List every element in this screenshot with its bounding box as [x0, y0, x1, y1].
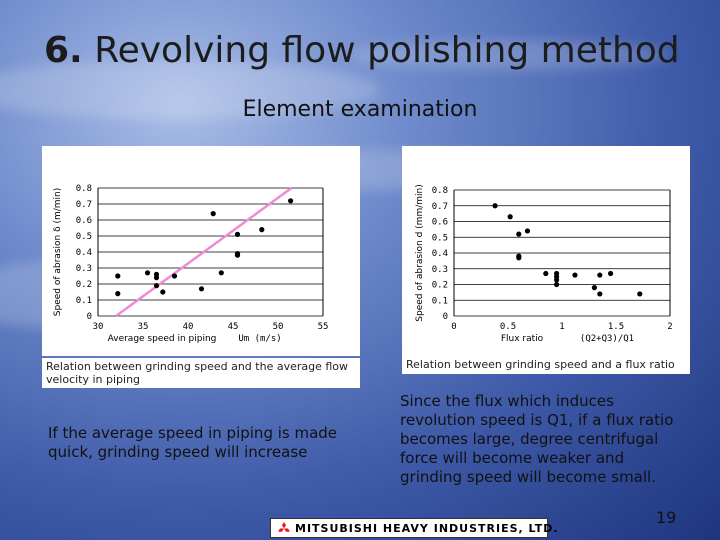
- data-point: [516, 255, 522, 261]
- x-axis-unit-label: Um (m/s): [238, 334, 281, 344]
- y-tick-label: 0.2: [432, 281, 448, 291]
- x-axis-label: Flux ratio: [501, 334, 544, 344]
- trend-line: [115, 186, 293, 318]
- y-tick-label: 0.8: [76, 184, 92, 194]
- x-tick-label: 1.5: [608, 322, 624, 332]
- data-point: [115, 291, 121, 297]
- x-tick-label: 35: [138, 322, 149, 332]
- x-tick-label: 55: [318, 322, 329, 332]
- data-point: [554, 281, 560, 288]
- data-point: [524, 228, 531, 234]
- velocity-scatter-chart: 0 0.1 0.2 0.3 0.4 0.5 0.6 0.7 0.8 30 35 40 45 50 55 Spe…: [53, 184, 329, 344]
- y-tick-label: 0.4: [76, 248, 92, 258]
- y-tick-label: 0: [87, 312, 92, 322]
- slide-title: 6. Revolving flow polishing method: [44, 30, 680, 71]
- data-point: [218, 270, 224, 276]
- x-tick-label: 1: [559, 322, 564, 332]
- data-point: [543, 270, 549, 277]
- three-diamonds-icon: [278, 522, 290, 532]
- y-tick-label: 0.2: [76, 280, 92, 290]
- slide-subtitle: Element examination: [242, 97, 478, 122]
- data-point: [591, 285, 597, 291]
- y-axis-label: Speed of abrasion d (mm/min): [415, 184, 425, 321]
- x-axis-label: Average speed in piping: [108, 334, 217, 344]
- data-point: [554, 277, 560, 283]
- right-chart-caption: Relation between grinding speed and a fl…: [402, 356, 690, 374]
- y-tick-label: 0.5: [76, 232, 92, 242]
- flux-ratio-scatter-chart: 0 0.1 0.2 0.3 0.4 0.5 0.6 0.7 0.8 0 0.5 1 1.5 2 Speed …: [415, 184, 673, 344]
- x-tick-label: 0: [451, 322, 456, 332]
- y-tick-label: 0.3: [432, 265, 448, 275]
- y-tick-label: 0.1: [432, 296, 448, 306]
- data-point: [572, 272, 578, 278]
- slide-title-text: Revolving flow polishing method: [94, 30, 680, 71]
- data-point: [516, 231, 522, 237]
- data-point: [234, 231, 241, 237]
- y-tick-label: 0.1: [76, 296, 92, 306]
- x-tick-label: 0.5: [500, 322, 516, 332]
- data-point: [637, 291, 643, 297]
- x-tick-label: 40: [183, 322, 194, 332]
- data-point: [608, 270, 614, 277]
- y-tick-label: 0.3: [76, 264, 92, 274]
- data-point: [259, 227, 265, 233]
- y-tick-label: 0.6: [432, 218, 448, 228]
- right-explanation: Since the flux which induces revolution …: [400, 392, 674, 486]
- data-point: [234, 252, 241, 258]
- left-explanation: If the average speed in piping is made q…: [48, 424, 338, 461]
- data-point: [115, 273, 121, 279]
- x-tick-label: 45: [228, 322, 239, 332]
- y-tick-label: 0.5: [432, 233, 448, 243]
- data-point: [288, 198, 294, 204]
- y-tick-label: 0.4: [432, 249, 448, 259]
- left-chart-caption: Relation between grinding speed and the …: [42, 358, 360, 388]
- data-point: [597, 272, 603, 278]
- x-tick-label: 30: [93, 322, 104, 332]
- x-axis-unit-label: (Q2+Q3)/Q1: [580, 334, 634, 344]
- y-tick-label: 0.8: [432, 186, 448, 196]
- right-chart-panel: 0 0.1 0.2 0.3 0.4 0.5 0.6 0.7 0.8 0 0.5 1 1.5 2 Speed …: [402, 146, 690, 356]
- data-point: [597, 291, 603, 297]
- data-point: [153, 275, 160, 281]
- company-logo: MITSUBISHI HEAVY INDUSTRIES, LTD.: [270, 518, 558, 538]
- y-tick-label: 0.7: [432, 202, 448, 212]
- logo-text: MITSUBISHI HEAVY INDUSTRIES, LTD.: [295, 522, 559, 535]
- data-point: [144, 270, 151, 276]
- data-point: [507, 214, 513, 220]
- left-chart-panel: 0 0.1 0.2 0.3 0.4 0.5 0.6 0.7 0.8 30 35 40 45 50 55 Spe…: [42, 146, 360, 356]
- data-point: [171, 273, 178, 279]
- y-tick-label: 0: [443, 312, 448, 322]
- page-number: 19: [656, 508, 677, 527]
- y-axis-label: Speed of abrasion δ (m/min): [53, 188, 63, 316]
- y-tick-label: 0.7: [76, 200, 92, 210]
- data-point: [198, 286, 205, 292]
- x-tick-label: 2: [667, 322, 672, 332]
- data-point: [492, 203, 498, 209]
- data-point: [153, 283, 160, 289]
- slide-title-number: 6.: [44, 30, 83, 71]
- data-point: [210, 211, 216, 217]
- data-point: [160, 289, 166, 295]
- x-tick-label: 50: [273, 322, 284, 332]
- y-tick-label: 0.6: [76, 216, 92, 226]
